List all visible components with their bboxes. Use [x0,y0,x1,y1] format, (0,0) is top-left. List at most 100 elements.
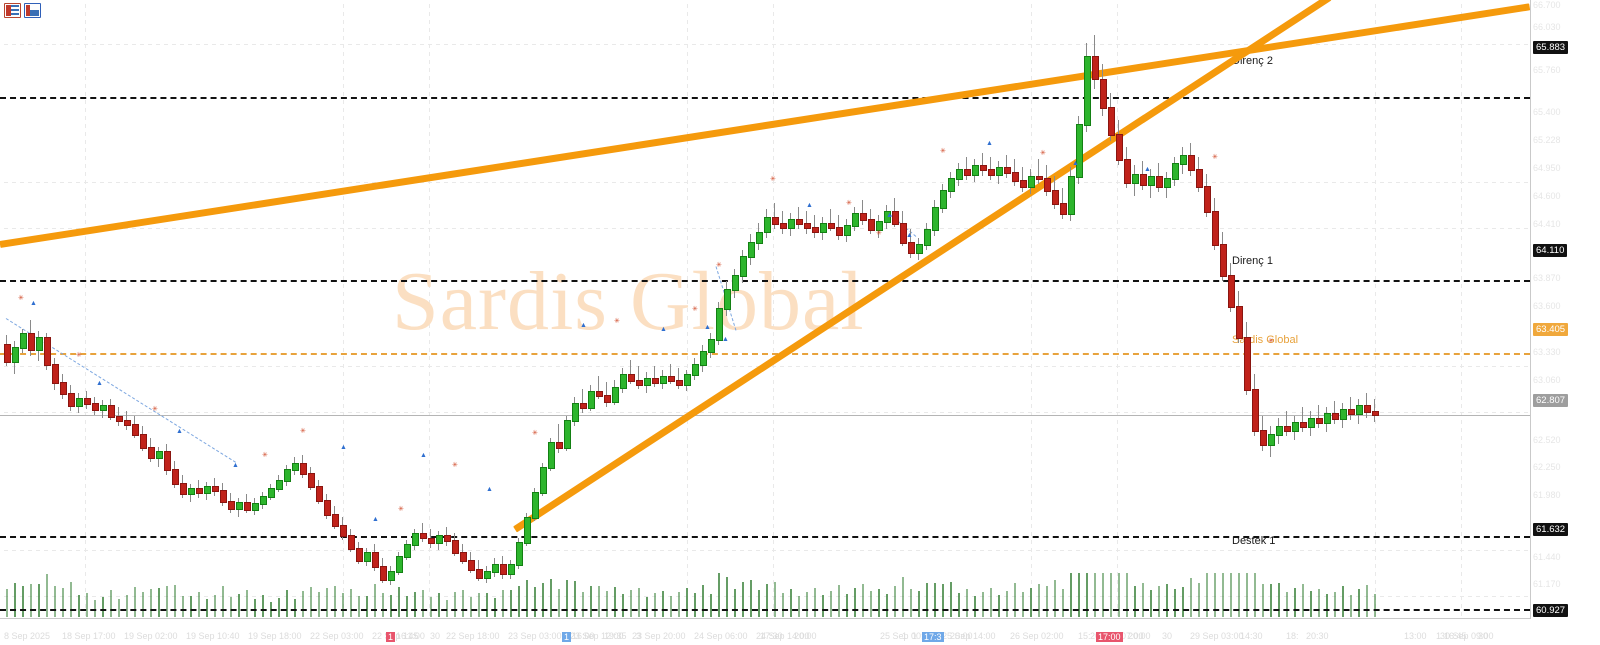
candlestick [1044,0,1051,645]
candlestick [492,0,499,645]
time-axis-mark[interactable]: 20:00 [950,631,973,641]
candle-body [812,227,819,234]
candle-body [516,541,523,567]
time-axis-mark[interactable]: 20:00 [1128,631,1151,641]
time-axis-mark[interactable]: 16:00 [572,631,595,641]
volume-bar [814,588,816,617]
candlestick [612,0,619,645]
time-axis-mark[interactable]: 1 [1436,631,1442,641]
candle-body [1132,173,1139,184]
time-axis-mark[interactable]: 3 [636,631,642,641]
chart-type-icon[interactable] [24,3,41,18]
reference-line-direnç-2[interactable] [0,96,1530,99]
time-axis-mark[interactable]: 15: [1078,631,1091,641]
watchlist-icon[interactable] [4,3,21,18]
candle-body [780,223,787,230]
time-axis-mark[interactable]: 13:00 [1404,631,1427,641]
price-axis-tick: 63.330 [1533,347,1561,357]
candle-body [716,308,723,341]
reference-line-sardis-global[interactable] [0,352,1530,355]
price-axis-tick: 63.870 [1533,273,1561,283]
volume-bar [1318,589,1320,617]
time-axis-mark[interactable]: 19:35 [604,631,627,641]
annotation-label[interactable]: Direnç 1 [1232,255,1273,267]
candlestick [1252,0,1259,645]
candle-body [1308,417,1315,428]
time-axis-mark[interactable]: 20:00 [794,631,817,641]
candle-body [1172,163,1179,180]
volume-bar [1062,588,1064,617]
price-axis-tick: 64.410 [1533,219,1561,229]
time-axis-mark[interactable]: 30 [1478,631,1489,641]
time-axis-mark[interactable]: 1 [386,632,396,642]
volume-bar [598,586,600,617]
candle-body [260,496,267,506]
time-axis-mark[interactable]: 18: [1286,631,1299,641]
reference-line-axis-bottom[interactable] [0,609,1530,612]
time-axis-mark[interactable]: 1 [912,631,918,641]
volume-bar [910,589,912,617]
candle-body [388,570,395,581]
price-axis-tag[interactable]: 64.110 [1533,244,1568,257]
reference-line-destek-1[interactable] [0,536,1530,539]
reference-line-last-price[interactable] [0,414,1530,416]
time-axis-mark[interactable]: 1 [562,632,572,642]
candle-body [676,380,683,387]
candlestick [500,0,507,645]
reference-line-direnç-1[interactable] [0,280,1530,283]
time-axis-tick: 25 Sep 14:00 [942,631,996,641]
price-axis[interactable]: 66.700 66.030 65.760 65.400 65.228 64.950 64.6… [1530,0,1600,645]
time-axis-mark[interactable]: 30 [430,631,441,641]
time-axis-mark[interactable]: 1 [902,631,908,641]
price-axis-tag[interactable]: 61.632 [1533,523,1569,536]
price-axis-tick: 63.060 [1533,375,1561,385]
candle-body [196,487,203,494]
candle-body [164,450,171,472]
candle-body [1324,413,1331,424]
candle-body [124,419,131,426]
candle-body [804,223,811,230]
time-axis-mark[interactable]: 14:30 [1240,631,1263,641]
volume-bar [46,573,48,617]
price-axis-tick: 61.440 [1533,552,1561,562]
price-axis-tag[interactable]: 63.405 [1533,323,1569,336]
candle-body [1268,434,1275,447]
candle-body [748,241,755,259]
candle-body [828,223,835,230]
time-axis-mark[interactable]: 17:3 [922,632,944,642]
candle-body [1196,169,1203,188]
volume-bar [318,592,320,617]
signal-marker: ▲ [660,326,667,333]
candlestick [1164,0,1171,645]
candlestick [772,0,779,645]
time-axis-tick: 25 Sep 00:00 [880,631,934,641]
candlestick [1204,0,1211,645]
candle-wick [966,157,967,180]
volume-bar [782,593,784,617]
time-axis[interactable]: 8 Sep 2025 18 Sep 17:00 19 Sep 02:00 19 Sep… [0,618,1530,645]
candlestick [1268,0,1275,645]
time-axis-mark[interactable]: 16:45 [1444,631,1467,641]
volume-bar [654,593,656,617]
time-axis-mark[interactable]: 30 [1162,631,1173,641]
candlestick [172,0,179,645]
signal-marker: ✳ [1212,154,1218,161]
price-axis-tag[interactable]: 62.807 [1533,394,1569,407]
candlestick [532,0,539,645]
candlestick [1092,0,1099,645]
price-axis-tag[interactable]: 60.927 [1533,604,1569,617]
time-axis-mark[interactable]: 17:00 [1096,632,1123,642]
annotation-label[interactable]: Destek 1 [1232,535,1276,547]
price-axis-tick: 61.170 [1533,579,1561,589]
price-axis-tag[interactable]: 65.883 [1533,41,1569,54]
candlestick [788,0,795,645]
volume-bar [38,584,40,617]
candle-body [1004,167,1011,174]
time-axis-mark[interactable]: 17:30 [760,631,783,641]
volume-bar [542,582,544,617]
time-axis-mark[interactable]: 20:30 [1306,631,1329,641]
time-axis-mark[interactable]: 16:45 [396,631,419,641]
chart-plot-area[interactable]: Sardis Global ✳ ▲ ✳ ▲ ✳ ▲ ▲ ✳ ✳ ▲ ▲ ✳ ▲ ✳ ▲ ✳ ▲ ✳ ▲ ✳ ▲ ✳ ▲ ✳ ▲ ✳… [0,0,1530,645]
signal-marker: ▲ [1144,166,1151,173]
candlestick [1180,0,1187,645]
